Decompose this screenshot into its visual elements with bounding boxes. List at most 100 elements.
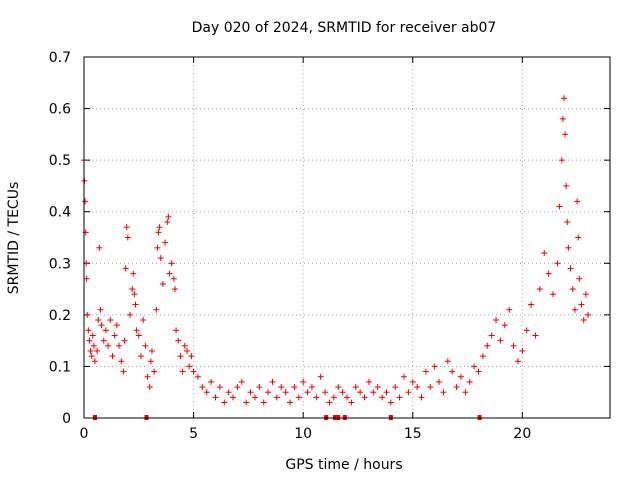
data-point (532, 332, 539, 339)
data-point (466, 378, 473, 385)
data-point (405, 389, 412, 396)
data-point (479, 353, 486, 360)
data-point (179, 368, 186, 375)
data-point (116, 342, 123, 349)
data-point (122, 265, 129, 272)
x-tick-label: 20 (513, 426, 531, 442)
data-point (94, 347, 101, 354)
data-point (184, 347, 191, 354)
data-point (147, 358, 154, 365)
data-point (582, 291, 589, 298)
data-point (87, 347, 94, 354)
y-tick-label: 0 (62, 411, 71, 427)
data-point (357, 389, 364, 396)
data-point (453, 384, 460, 391)
data-point (484, 342, 491, 349)
data-point (175, 337, 182, 344)
y-tick-labels: 0 0.1 0.2 0.3 0.4 0.5 0.6 0.7 (49, 50, 71, 427)
data-point (431, 363, 438, 370)
data-point (100, 337, 107, 344)
data-point (493, 317, 500, 324)
data-point (154, 244, 161, 251)
data-point (107, 317, 114, 324)
data-point (569, 286, 576, 293)
data-point (171, 286, 178, 293)
data-point (558, 157, 565, 164)
data-point (348, 399, 355, 406)
y-axis-title: SRMTID / TECUs (6, 182, 22, 295)
data-point (475, 368, 482, 375)
data-point (91, 358, 98, 365)
data-point (339, 389, 346, 396)
data-point (422, 368, 429, 375)
data-point (96, 244, 103, 251)
data-point (123, 224, 130, 231)
data-point (519, 347, 526, 354)
data-point (165, 213, 172, 220)
data-point (440, 389, 447, 396)
x-tick-label: 0 (80, 426, 89, 442)
data-point (418, 394, 425, 401)
data-point (344, 394, 350, 401)
data-point (144, 373, 151, 380)
data-point (90, 342, 97, 349)
data-point (109, 353, 116, 360)
x-tick-label: 10 (294, 426, 312, 442)
data-point (151, 368, 158, 375)
data-point (177, 353, 184, 360)
data-point (105, 342, 112, 349)
data-point (216, 384, 223, 391)
data-point (300, 378, 307, 385)
data-point (173, 327, 180, 334)
data-point (564, 219, 571, 226)
data-point (427, 384, 434, 391)
data-point (157, 255, 164, 262)
x-tick-labels: 0 5 10 15 20 (80, 426, 532, 442)
data-point (186, 363, 193, 370)
data-point (392, 384, 399, 391)
data-point (273, 394, 280, 401)
data-point (168, 260, 175, 267)
data-point (361, 394, 368, 401)
data-point (86, 337, 93, 344)
y-tick-label: 0.1 (49, 359, 71, 375)
data-point (194, 373, 201, 380)
data-point (85, 327, 92, 334)
data-point (256, 384, 263, 391)
data-point (221, 399, 228, 406)
data-point (102, 327, 109, 334)
data-point (162, 239, 169, 246)
data-point (113, 322, 120, 329)
data-point (287, 399, 294, 406)
x-axis-title: GPS time / hours (285, 457, 402, 473)
data-point (188, 353, 195, 360)
data-point (247, 389, 254, 396)
data-point (203, 389, 210, 396)
data-point (282, 389, 289, 396)
data-point (330, 394, 337, 401)
data-point (488, 332, 495, 339)
data-point (444, 358, 451, 365)
data-point (120, 368, 127, 375)
data-point (84, 311, 91, 318)
data-point (559, 115, 566, 122)
data-point (89, 332, 96, 339)
data-point (278, 384, 285, 391)
data-point (170, 275, 177, 282)
data-point (137, 353, 144, 360)
data-point (449, 368, 456, 375)
data-point (131, 291, 138, 298)
data-point (111, 332, 118, 339)
data-point (370, 389, 377, 396)
data-point (576, 275, 583, 282)
data-point (156, 224, 163, 231)
chart-title: Day 020 of 2024, SRMTID for receiver ab0… (192, 20, 497, 36)
data-point (567, 265, 574, 272)
data-point (326, 399, 333, 406)
y-tick-label: 0.4 (49, 205, 71, 221)
data-point (562, 131, 569, 138)
data-point (501, 322, 508, 329)
data-point (400, 373, 407, 380)
data-point (565, 244, 572, 251)
x-tick-label: 15 (404, 426, 422, 442)
